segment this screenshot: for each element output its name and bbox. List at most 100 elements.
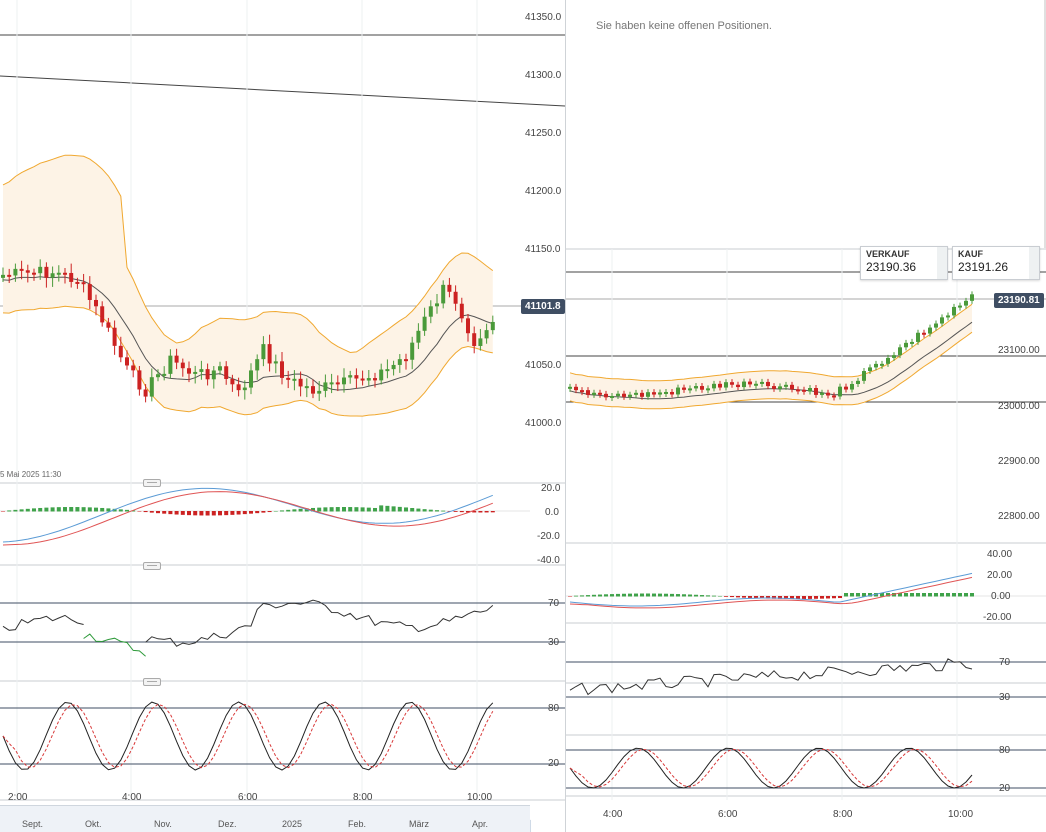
candle-body (886, 357, 890, 364)
macd-histogram-bar (236, 511, 241, 515)
stochastic-d-line (569, 748, 973, 788)
candle-body (230, 378, 235, 385)
macd-histogram-bar (466, 511, 470, 513)
left-price-tick: 41250.0 (525, 128, 562, 139)
macd-histogram-bar (478, 511, 483, 513)
candle-body (329, 382, 334, 385)
candle-body (323, 382, 328, 391)
macd-histogram-bar (298, 508, 303, 512)
stochastic-k-line (2, 701, 494, 771)
macd-histogram-bar (286, 509, 291, 512)
candle-body (916, 332, 920, 342)
candle-body (892, 355, 896, 358)
left-rsi-tick: 30 (548, 637, 560, 648)
macd-histogram-bar (360, 507, 365, 512)
buy-quote-box[interactable]: KAUF 23191.26 (952, 246, 1040, 280)
candle-body (802, 389, 806, 392)
timeline-month: Okt. (85, 819, 102, 829)
candle-body (868, 367, 872, 372)
candle-body (273, 361, 278, 364)
candle-body (682, 387, 686, 390)
macd-histogram-bar (410, 508, 415, 512)
left-chart-panel[interactable]: 41350.0 41300.0 41250.0 41200.0 41150.0 … (0, 0, 565, 832)
macd-histogram-bar (730, 596, 734, 598)
macd-histogram-bar (700, 595, 704, 597)
macd-histogram-bar (874, 593, 878, 597)
candle-body (484, 330, 489, 339)
candle-body (187, 368, 191, 374)
macd-histogram-bar (13, 509, 18, 512)
right-chart-panel[interactable]: Sie haben keine offenen Positionen. VERK… (566, 0, 1046, 832)
right-chart-svg[interactable] (566, 0, 1046, 832)
macd-histogram-bar (802, 596, 806, 599)
macd-histogram-bar (760, 596, 764, 599)
left-price-tick: 41150.0 (525, 244, 561, 255)
macd-histogram-bar (586, 595, 590, 597)
timeline-navigator[interactable] (0, 805, 530, 832)
macd-histogram-bar (838, 596, 842, 599)
candle-body (7, 274, 12, 277)
right-price-tick: 23000.00 (998, 401, 1040, 412)
candle-body (922, 332, 926, 335)
candle-body (946, 315, 950, 318)
candle-body (459, 303, 464, 319)
macd-histogram-bar (484, 511, 489, 513)
macd-histogram-bar (156, 511, 160, 514)
macd-histogram-bar (280, 510, 284, 512)
macd-histogram-bar (754, 596, 758, 599)
candle-body (81, 282, 86, 285)
pane-resize-handle[interactable] (143, 479, 161, 487)
macd-histogram-bar (317, 507, 322, 512)
candle-body (592, 392, 596, 395)
left-rsi-tick: 70 (548, 598, 560, 609)
macd-histogram-bar (970, 593, 974, 597)
candle-body (940, 317, 944, 324)
candle-body (910, 341, 914, 344)
macd-histogram-bar (131, 510, 136, 512)
candle-body (428, 306, 433, 317)
macd-histogram-bar (391, 506, 396, 512)
right-rsi-tick: 30 (999, 692, 1011, 703)
macd-histogram-bar (640, 593, 644, 597)
macd-histogram-bar (940, 593, 944, 597)
timeline-month: März (409, 819, 429, 829)
macd-histogram-bar (211, 511, 216, 516)
sell-button[interactable] (937, 247, 947, 279)
left-time-tick: 10:00 (467, 792, 493, 803)
macd-histogram-bar (329, 507, 334, 512)
right-rsi-tick: 70 (999, 657, 1011, 668)
candle-body (850, 383, 854, 390)
macd-histogram-bar (292, 509, 297, 512)
pane-resize-handle[interactable] (143, 562, 161, 570)
macd-histogram-bar (814, 596, 818, 599)
sell-quote-box[interactable]: VERKAUF 23190.36 (860, 246, 948, 280)
macd-histogram-bar (193, 511, 198, 516)
right-price-tick: 22900.00 (998, 456, 1040, 467)
candle-body (373, 378, 377, 381)
positions-scrollbar[interactable] (1044, 0, 1046, 248)
signal-line (569, 576, 973, 609)
macd-histogram-bar (100, 507, 105, 512)
candle-body (44, 266, 49, 278)
candle-body (1, 274, 5, 278)
rsi-line (145, 599, 494, 647)
candle-body (366, 378, 371, 381)
candle-body (149, 377, 154, 397)
candle-body (748, 381, 752, 385)
macd-histogram-bar (886, 593, 890, 597)
candle-body (814, 388, 818, 395)
candle-body (211, 370, 216, 380)
macd-histogram-bar (610, 594, 614, 597)
candle-body (100, 306, 105, 323)
buy-button[interactable] (1029, 247, 1039, 279)
candle-body (472, 333, 477, 346)
candle-body (280, 361, 284, 378)
candle-body (112, 327, 117, 346)
candle-body (760, 381, 764, 384)
candle-body (652, 392, 656, 395)
panel-divider[interactable] (565, 0, 566, 832)
left-chart-svg[interactable] (0, 0, 565, 832)
macd-histogram-bar (946, 593, 950, 597)
candle-body (87, 284, 92, 300)
pane-resize-handle[interactable] (143, 678, 161, 686)
